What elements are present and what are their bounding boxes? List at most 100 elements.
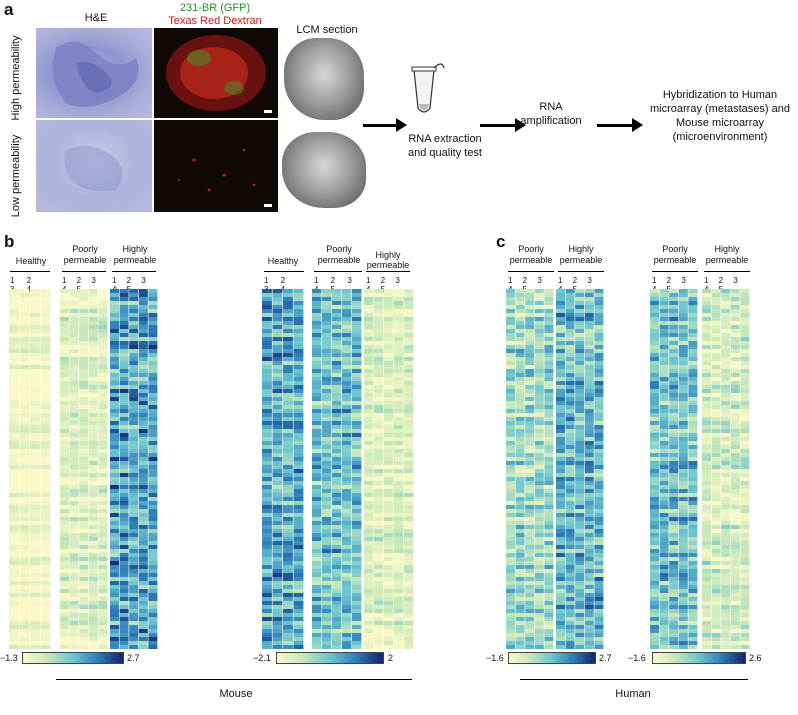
heatmap-cell <box>272 521 283 526</box>
heatmap-cell <box>688 337 698 342</box>
heatmap-cell <box>79 589 89 594</box>
heatmap-cell <box>374 461 384 466</box>
heatmap-cell <box>669 609 679 614</box>
heatmap-cell <box>138 481 148 486</box>
heatmap-cell <box>525 381 535 386</box>
heatmap-cell <box>138 493 148 498</box>
heatmap-cell <box>525 297 535 302</box>
heatmap-cell <box>384 333 394 338</box>
heatmap-cell <box>79 597 89 602</box>
heatmap-cell <box>40 377 51 382</box>
heatmap-cell <box>332 317 342 322</box>
heatmap-cell <box>584 449 594 454</box>
heatmap-cell <box>659 345 669 350</box>
heatmap-cell <box>565 593 575 598</box>
heatmap-cell <box>534 573 544 578</box>
heatmap-cell <box>312 637 322 642</box>
heatmap-cell <box>650 545 659 550</box>
heatmap-cell <box>584 397 594 402</box>
heatmap-cell <box>293 569 304 574</box>
heatmap-cell <box>506 613 515 618</box>
heatmap-cell <box>98 325 108 330</box>
heatmap-cell <box>384 325 394 330</box>
heatmap-cell <box>575 469 585 474</box>
heatmap-cell <box>138 433 148 438</box>
heatmap-cell <box>384 317 394 322</box>
heatmap-cell <box>19 629 30 634</box>
heatmap-cell <box>556 581 565 586</box>
heatmap-cell <box>594 597 604 602</box>
heatmap-cell <box>19 397 30 402</box>
heatmap-cell <box>584 633 594 638</box>
heatmap-cell <box>575 581 585 586</box>
heatmap-cell <box>69 349 79 354</box>
heatmap-cell <box>364 465 374 470</box>
heatmap-cell <box>119 477 129 482</box>
heatmap-cell <box>148 545 158 550</box>
lcm-label: LCM section <box>296 24 358 36</box>
heatmap-cell <box>138 445 148 450</box>
heatmap-cell <box>650 561 659 566</box>
c-left-high-bracket <box>558 271 604 272</box>
heatmap-cell <box>730 353 740 358</box>
heatmap-cell <box>30 585 40 590</box>
heatmap-cell <box>283 453 293 458</box>
heatmap-cell <box>688 501 698 506</box>
heatmap-cell <box>711 409 721 414</box>
heatmap-cell <box>293 477 304 482</box>
heatmap-cell <box>575 449 585 454</box>
heatmap-cell <box>30 541 40 546</box>
heatmap-cell <box>584 589 594 594</box>
heatmap-cell <box>534 337 544 342</box>
heatmap-cell <box>556 633 565 638</box>
heatmap-cell <box>88 541 98 546</box>
heatmap-cell <box>565 589 575 594</box>
heatmap-cell <box>702 573 711 578</box>
heatmap-cell <box>374 325 384 330</box>
heatmap-cell <box>138 561 148 566</box>
heatmap-cell <box>272 321 283 326</box>
heatmap-cell <box>556 341 565 346</box>
heatmap-cell <box>678 445 688 450</box>
heatmap-cell <box>262 517 272 522</box>
heatmap-cell <box>283 321 293 326</box>
heatmap-cell <box>312 445 322 450</box>
heatmap-cell <box>98 457 108 462</box>
heatmap-cell <box>322 473 332 478</box>
heatmap-cell <box>721 433 731 438</box>
heatmap-cell <box>394 441 404 446</box>
heatmap-cell <box>352 317 362 322</box>
heatmap-cell <box>384 493 394 498</box>
heatmap-cell <box>515 401 525 406</box>
heatmap-cell <box>534 333 544 338</box>
heatmap-cell <box>110 477 119 482</box>
heatmap-cell <box>79 505 89 510</box>
heatmap-cell <box>119 537 129 542</box>
heatmap-cell <box>659 313 669 318</box>
heatmap-cell <box>262 481 272 486</box>
heatmap-cell <box>688 565 698 570</box>
heatmap-cell <box>740 293 750 298</box>
heatmap-cell <box>19 485 30 490</box>
heatmap-cell <box>534 561 544 566</box>
heatmap-cell <box>293 465 304 470</box>
heatmap-cell <box>262 453 272 458</box>
heatmap-cell <box>9 437 19 442</box>
heatmap-cell <box>364 629 374 634</box>
heatmap-cell <box>88 321 98 326</box>
heatmap-cell <box>322 405 332 410</box>
heatmap-cell <box>110 309 119 314</box>
heatmap-cell <box>565 481 575 486</box>
heatmap-cell <box>312 441 322 446</box>
heatmap-cell <box>88 329 98 334</box>
heatmap-cell <box>594 613 604 618</box>
heatmap-cell <box>374 333 384 338</box>
heatmap-b-left-high <box>110 289 158 649</box>
heatmap-cell <box>556 409 565 414</box>
heatmap-cell <box>394 573 404 578</box>
heatmap-cell <box>678 613 688 618</box>
heatmap-cell <box>283 525 293 530</box>
heatmap-cell <box>322 597 332 602</box>
heatmap-cell <box>69 309 79 314</box>
heatmap-cell <box>138 525 148 530</box>
